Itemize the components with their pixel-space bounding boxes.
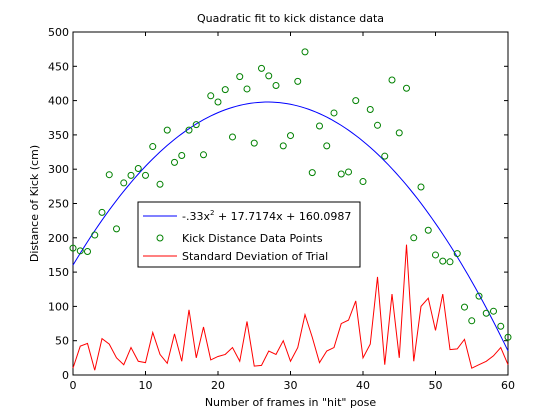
x-tick-label: 10: [139, 379, 153, 392]
kick-distance-point: [98, 208, 106, 216]
x-tick-label: 0: [70, 379, 77, 392]
x-tick-label: 40: [356, 379, 370, 392]
kick-distance-point: [316, 122, 323, 130]
kick-distance-point: [200, 151, 207, 159]
kick-distance-point: [113, 225, 120, 233]
kick-distance-point: [475, 292, 483, 300]
chart-title: Quadratic fit to kick distance data: [197, 12, 384, 25]
y-tick-label: 0: [62, 369, 69, 382]
kick-distance-point: [417, 183, 425, 191]
kick-distance-point: [504, 333, 512, 341]
legend-points-label: Kick Distance Data Points: [182, 232, 323, 245]
kick-distance-point: [439, 257, 447, 265]
kick-distance-point: [381, 152, 389, 160]
series-layer: [69, 48, 512, 371]
kick-distance-point: [221, 86, 229, 94]
fit-curve: [72, 101, 509, 352]
x-tick-label: 20: [211, 379, 225, 392]
legend-fit-label: -.33x2 + 17.7174x + 160.0987: [182, 209, 351, 223]
kick-distance-point: [171, 158, 178, 166]
kick-distance-point: [424, 226, 432, 234]
kick-distance-point: [410, 234, 418, 242]
y-tick-label: 100: [48, 300, 69, 313]
kick-distance-point: [229, 133, 236, 141]
kick-distance-point: [84, 248, 91, 256]
kick-distance-point: [366, 106, 374, 114]
kick-distance-point: [192, 121, 200, 129]
y-tick-label: 150: [48, 266, 69, 279]
kick-distance-point: [185, 126, 193, 134]
kick-distance-point: [432, 251, 439, 259]
kick-distance-point: [236, 73, 244, 81]
kick-distance-point: [395, 129, 403, 137]
x-tick-label: 30: [284, 379, 298, 392]
kick-distance-point: [178, 151, 186, 159]
kick-distance-point: [359, 178, 367, 186]
kick-distance-point: [308, 169, 316, 177]
legend: -.33x2 + 17.7174x + 160.0987 Kick Distan…: [137, 201, 361, 268]
y-tick-label: 350: [48, 129, 69, 142]
kick-distance-point: [258, 64, 265, 72]
kick-distance-point: [134, 165, 142, 173]
y-tick-label: 500: [48, 26, 69, 39]
legend-points-swatch: [156, 234, 164, 242]
kick-distance-point: [76, 247, 84, 255]
kick-distance-point: [490, 307, 497, 315]
kick-distance-point: [279, 142, 287, 150]
kick-distance-point: [352, 97, 360, 105]
kick-distance-point: [330, 109, 338, 117]
kick-distance-point: [294, 77, 302, 85]
stddev-line: [72, 244, 509, 371]
kick-distance-point: [127, 171, 135, 179]
x-tick-label: 60: [501, 379, 515, 392]
kick-distance-point: [243, 85, 251, 93]
legend-stddev-label: Standard Deviation of Trial: [182, 250, 328, 263]
y-tick-label: 400: [48, 95, 69, 108]
y-axis-label: Distance of Kick (cm): [28, 145, 41, 262]
kick-distance-point: [453, 250, 461, 258]
kick-distance-point: [69, 244, 77, 252]
kick-distance-point: [345, 168, 352, 176]
kick-distance-point: [250, 139, 258, 147]
kick-distance-point: [120, 179, 128, 187]
kick-distance-point: [323, 142, 331, 150]
kick-distance-point: [497, 322, 505, 330]
kick-distance-point: [468, 317, 476, 325]
kick-distance-point: [163, 126, 171, 134]
kick-distance-point: [388, 76, 396, 84]
kick-distance-point: [272, 82, 280, 90]
y-tick-label: 50: [55, 335, 69, 348]
kick-distance-point: [374, 121, 381, 129]
kick-distance-point: [214, 98, 222, 106]
kick-distance-point: [207, 92, 215, 100]
kick-distance-point: [337, 170, 345, 178]
y-tick-label: 300: [48, 163, 69, 176]
kick-distance-point: [287, 132, 294, 140]
kick-distance-point: [156, 180, 164, 188]
x-tick-label: 50: [429, 379, 443, 392]
y-tick-label: 250: [48, 198, 69, 211]
kick-distance-point: [91, 231, 99, 239]
kick-distance-point: [461, 303, 468, 311]
kick-distance-point: [149, 143, 157, 151]
y-axis: 0 50 100 150 200 250 300 350 400 450 500: [48, 26, 508, 382]
x-axis-label: Number of frames in "hit" pose: [205, 396, 377, 409]
kick-distance-point: [482, 309, 490, 317]
kick-distance-point: [446, 258, 454, 266]
y-tick-label: 200: [48, 232, 69, 245]
kick-distance-point: [142, 171, 149, 179]
kick-distance-point: [265, 72, 273, 80]
kick-distance-point: [105, 171, 113, 179]
y-tick-label: 450: [48, 60, 69, 73]
kick-distance-point: [403, 84, 410, 92]
kick-distance-point: [301, 48, 309, 56]
x-axis: 0 10 20 30 40 50 60: [70, 32, 515, 392]
